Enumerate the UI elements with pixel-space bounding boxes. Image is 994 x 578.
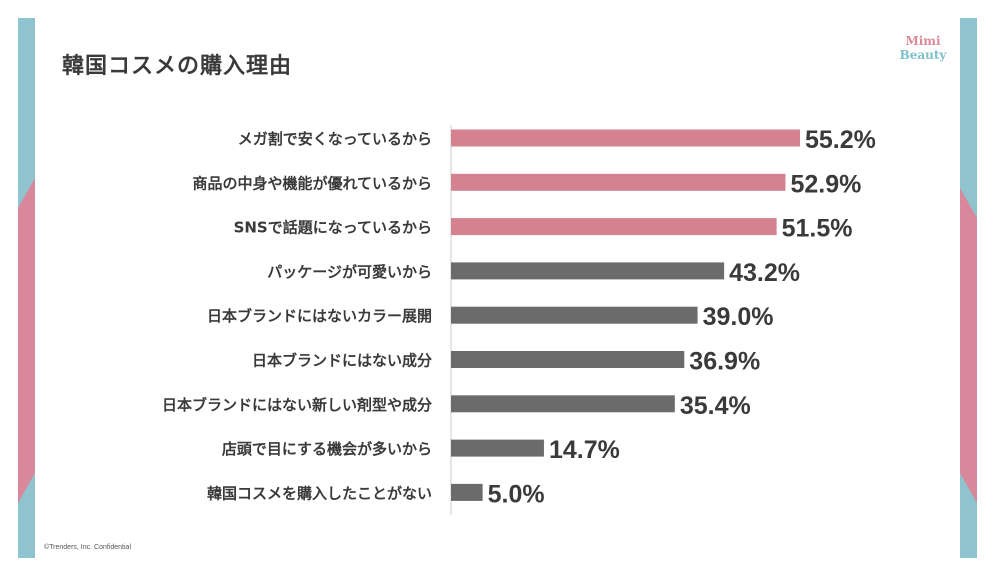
bar: [451, 439, 544, 457]
left-strip-pink: [18, 178, 35, 503]
bar: [451, 262, 725, 280]
chart-title: 韓国コスメの購入理由: [62, 54, 293, 79]
bar: [451, 218, 777, 236]
value-label: 39.0%: [703, 303, 774, 331]
value-label: 51.5%: [782, 215, 853, 243]
right-strip-pink: [960, 188, 977, 503]
logo-line-1: Mimi: [905, 34, 941, 48]
left-decorative-strip: [18, 18, 35, 558]
value-label: 43.2%: [729, 259, 800, 287]
category-label: SNSで話題になっているから: [234, 219, 432, 237]
right-decorative-strip: [960, 18, 977, 558]
category-label: メガ割で安くなっているから: [238, 130, 432, 148]
bar: [451, 351, 685, 368]
category-label: 商品の中身や機能が優れているから: [192, 174, 432, 192]
bar: [451, 395, 675, 413]
value-label: 14.7%: [549, 436, 620, 464]
copyright-notice: ©Trenders, Inc. Confidential: [44, 544, 131, 551]
bar: [451, 173, 786, 191]
category-label: 日本ブランドにはないカラー展開: [207, 307, 432, 325]
category-label: 店頭で目にする機会が多いから: [222, 440, 432, 458]
value-label: 52.9%: [790, 170, 861, 198]
value-label: 5.0%: [488, 480, 545, 508]
category-label: パッケージが可愛いから: [267, 263, 432, 281]
bars-layer: メガ割で安くなっているから 55.2% 商品の中身や機能が優れているから 52.9% S…: [162, 126, 876, 508]
bar: [451, 306, 698, 324]
value-label: 55.2%: [805, 126, 876, 154]
bar: [451, 129, 800, 147]
category-label: 日本ブランドにはない成分: [252, 352, 432, 370]
category-label: 日本ブランドにはない新しい剤型や成分: [162, 396, 432, 414]
value-label: 36.9%: [689, 348, 760, 376]
logo-line-2: Beauty: [899, 48, 947, 62]
category-label: 韓国コスメを購入したことがない: [207, 484, 432, 502]
bar: [451, 483, 483, 501]
value-label: 35.4%: [680, 392, 751, 420]
mimi-beauty-logo: Mimi Beauty: [893, 34, 953, 62]
